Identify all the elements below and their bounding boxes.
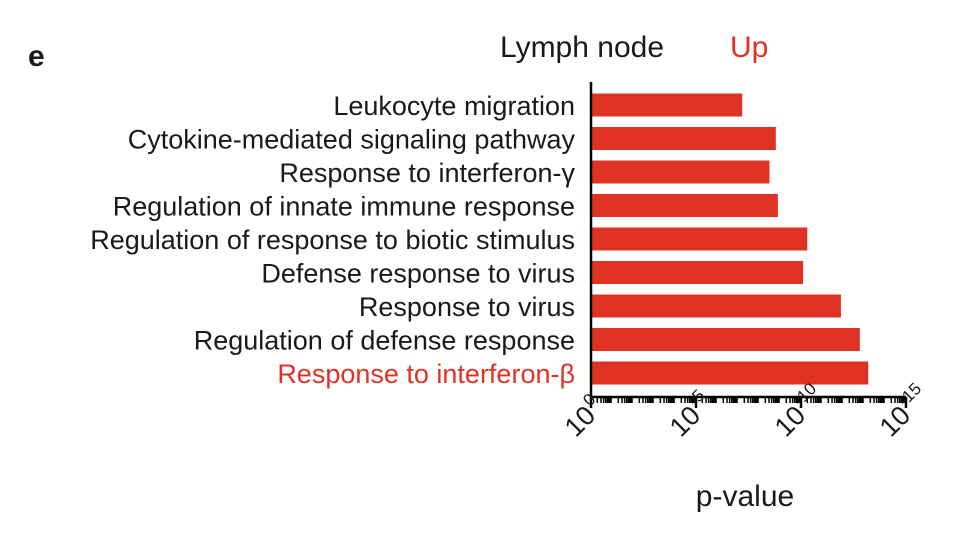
bar-5	[591, 261, 803, 284]
x-tick-label: 10-15	[872, 379, 935, 442]
bar-2	[591, 161, 770, 184]
title-tissue: Lymph node	[500, 31, 664, 64]
title-direction: Up	[730, 31, 768, 64]
category-label: Regulation of innate immune response	[113, 192, 575, 222]
bar-6	[591, 295, 841, 318]
category-label: Cytokine-mediated signaling pathway	[128, 125, 576, 155]
bar-8	[591, 362, 868, 385]
bar-4	[591, 228, 807, 251]
category-label: Defense response to virus	[261, 259, 575, 289]
bar-0	[591, 94, 742, 117]
category-label: Regulation of defense response	[194, 326, 575, 356]
x-tick-label: 10-5	[662, 386, 719, 443]
bar-7	[591, 328, 860, 351]
category-label: Regulation of response to biotic stimulu…	[90, 225, 575, 255]
x-axis-label: p-value	[696, 480, 794, 513]
bars	[591, 94, 868, 385]
category-label: Response to interferon-β	[277, 359, 575, 389]
chart-title: Lymph node Up	[500, 31, 768, 64]
category-label: Leukocyte migration	[333, 91, 575, 121]
bar-3	[591, 194, 778, 217]
category-labels: Leukocyte migration Cytokine-mediated sig…	[90, 91, 575, 389]
category-label: Response to virus	[359, 292, 575, 322]
category-label: Response to interferon-γ	[279, 158, 575, 188]
x-tick-label: 10-10	[767, 379, 830, 442]
bar-1	[591, 127, 776, 150]
panel-label: e	[28, 40, 45, 73]
